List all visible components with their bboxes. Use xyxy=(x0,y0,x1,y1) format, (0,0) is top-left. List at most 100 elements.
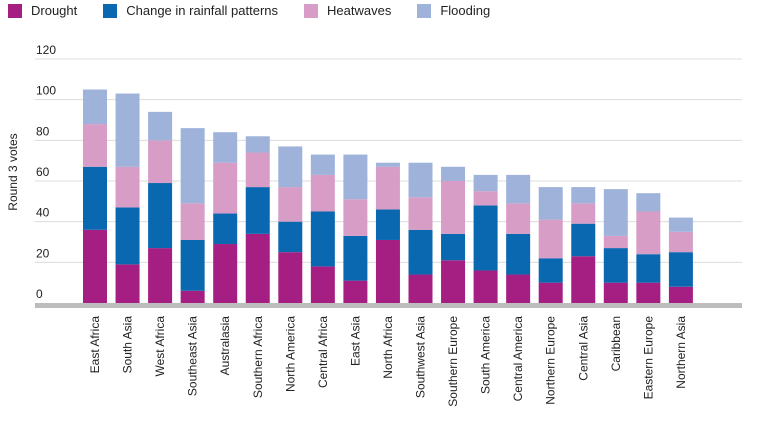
bar-segment xyxy=(245,187,270,234)
x-tick-label: Southeast Asia xyxy=(186,316,200,396)
bar-segment xyxy=(506,274,531,303)
x-tick-label: East Africa xyxy=(88,316,102,374)
x-tick-label: Northern Europe xyxy=(544,316,558,405)
bar-segment xyxy=(603,189,628,236)
y-tick-label: 0 xyxy=(36,287,43,301)
bar-segment xyxy=(375,239,400,303)
bar-segment xyxy=(343,154,368,200)
bar-segment xyxy=(473,205,498,271)
y-tick-label: 100 xyxy=(36,84,56,98)
bar-segment xyxy=(408,197,433,230)
legend-label: Heatwaves xyxy=(327,3,392,18)
legend-swatch xyxy=(8,3,22,18)
bar-segment xyxy=(538,219,563,259)
legend-item: Drought xyxy=(8,3,77,18)
bar-segment xyxy=(310,174,335,212)
bar-segment xyxy=(375,162,400,167)
bar-segment xyxy=(636,254,661,283)
bar-segment xyxy=(603,248,628,283)
bar-segment xyxy=(571,223,596,257)
bar-segment xyxy=(245,152,270,188)
legend-swatch xyxy=(103,3,118,18)
bar-segment xyxy=(636,193,661,212)
bar-segment xyxy=(148,183,173,249)
bar-segment xyxy=(343,280,368,303)
bar-segment xyxy=(115,207,140,265)
bar-segment xyxy=(668,231,693,253)
x-axis-baseline xyxy=(35,303,742,308)
bar-segment xyxy=(310,154,335,175)
x-tick-label: Southern Africa xyxy=(251,316,265,398)
bar-segment xyxy=(441,166,466,181)
x-tick-label: Caribbean xyxy=(609,316,623,371)
bar-segment xyxy=(180,203,205,240)
bar-segment xyxy=(636,211,661,255)
legend-label: Flooding xyxy=(440,3,491,18)
y-tick-label: 60 xyxy=(36,165,50,179)
bar-segment xyxy=(245,233,270,303)
bar-segment xyxy=(375,209,400,240)
bar-segment xyxy=(310,266,335,303)
bar-segment xyxy=(115,264,140,303)
x-tick-label: South America xyxy=(479,316,493,394)
legend-item: Change in rainfall patterns xyxy=(103,3,278,18)
bar-segment xyxy=(408,229,433,275)
legend-label: Drought xyxy=(31,3,78,18)
bar-segment xyxy=(213,244,238,303)
bar-segment xyxy=(538,258,563,283)
bar-segment xyxy=(180,290,205,303)
bar-segment xyxy=(506,203,531,234)
bar-segment xyxy=(115,166,140,208)
y-tick-label: 80 xyxy=(36,124,50,138)
bar-segment xyxy=(213,162,238,214)
y-tick-label: 40 xyxy=(36,206,50,220)
legend-swatch xyxy=(417,3,432,18)
x-tick-label: North America xyxy=(283,316,297,392)
bar-segment xyxy=(506,174,531,204)
bar-segment xyxy=(408,162,433,198)
x-tick-label: Southern Europe xyxy=(446,316,460,407)
bar-segment xyxy=(441,260,466,303)
bar-segment xyxy=(115,93,140,167)
y-tick-label: 20 xyxy=(36,246,50,260)
bar-segment xyxy=(473,191,498,206)
legend-item: Flooding xyxy=(417,3,490,18)
bar-segment xyxy=(83,124,107,167)
chart-legend: Drought Change in rainfall patterns Heatwa… xyxy=(8,3,516,18)
bar-segment xyxy=(538,282,563,303)
bar-segment xyxy=(343,199,368,236)
bar-segment xyxy=(473,270,498,303)
bar-segment xyxy=(278,146,303,188)
x-tick-label: Australasia xyxy=(218,316,232,376)
x-tick-label: Northern Asia xyxy=(674,316,688,389)
bar-segment xyxy=(375,166,400,210)
x-tick-label: Eastern Europe xyxy=(641,316,655,400)
bar-segment xyxy=(506,233,531,275)
bar-segment xyxy=(278,221,303,253)
bar-segment xyxy=(571,203,596,224)
bar-segment xyxy=(83,166,107,230)
bar-segment xyxy=(538,187,563,220)
bar-segment xyxy=(441,181,466,234)
bar-segment xyxy=(408,274,433,303)
bar-segment xyxy=(473,174,498,192)
bar-segment xyxy=(668,217,693,232)
x-tick-label: Central Africa xyxy=(316,316,330,388)
bar-segment xyxy=(668,252,693,287)
y-tick-label: 120 xyxy=(36,43,56,57)
bar-segment xyxy=(343,235,368,281)
bar-segment xyxy=(278,187,303,222)
bar-segment xyxy=(571,187,596,204)
bar-segment xyxy=(180,128,205,204)
x-tick-label: Central America xyxy=(511,316,525,402)
bar-segment xyxy=(148,111,173,141)
legend-item: Heatwaves xyxy=(304,3,391,18)
bar-segment xyxy=(180,239,205,291)
legend-swatch xyxy=(304,3,319,18)
bar-segment xyxy=(668,286,693,303)
bar-segment xyxy=(245,136,270,153)
bar-segment xyxy=(83,89,107,125)
bar-segment xyxy=(213,132,238,163)
bar-segment xyxy=(278,252,303,303)
